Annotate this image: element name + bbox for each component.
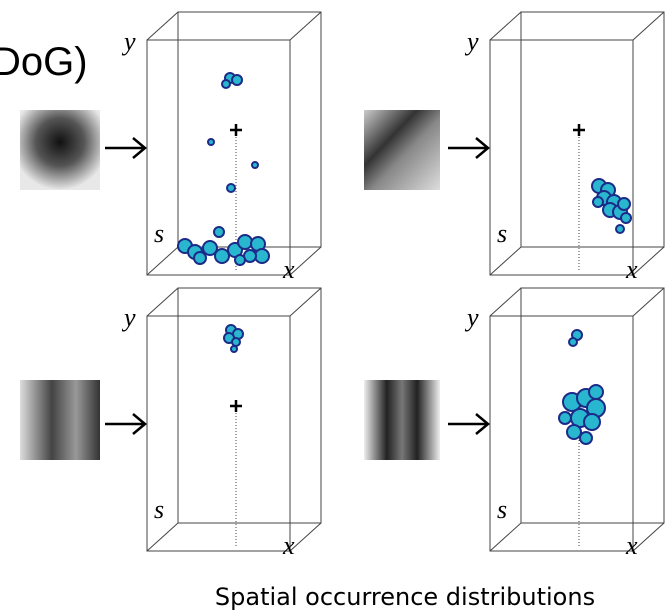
front-face bbox=[146, 39, 291, 276]
occurrence bbox=[234, 254, 246, 266]
edge bbox=[146, 287, 179, 317]
edge bbox=[489, 11, 522, 41]
edge bbox=[489, 522, 522, 552]
edge bbox=[289, 11, 322, 41]
x-axis-label: x bbox=[625, 531, 638, 560]
occurrence bbox=[579, 431, 593, 445]
patch bbox=[364, 110, 440, 190]
occurrence bbox=[566, 424, 582, 440]
x-axis-label: x bbox=[625, 255, 638, 284]
front-face bbox=[489, 315, 634, 552]
occurrence bbox=[230, 345, 238, 353]
occurrence bbox=[237, 234, 253, 250]
caption: Spatial occurrence distributions bbox=[215, 583, 595, 611]
s-axis-label: s bbox=[154, 495, 164, 524]
occurrence bbox=[231, 337, 241, 347]
occurrence bbox=[588, 384, 604, 400]
y-axis-label: y bbox=[121, 27, 136, 56]
origin-marker bbox=[230, 400, 242, 412]
front-face bbox=[146, 315, 291, 552]
edge bbox=[632, 246, 665, 276]
back-face bbox=[520, 287, 665, 524]
back-face bbox=[177, 11, 322, 248]
edge bbox=[489, 246, 522, 276]
occurrence bbox=[568, 337, 578, 347]
back-face bbox=[177, 287, 322, 524]
edge bbox=[146, 246, 179, 276]
occurrence bbox=[617, 197, 631, 211]
occurrence bbox=[193, 251, 207, 265]
edge bbox=[289, 246, 322, 276]
x-axis-label: x bbox=[282, 531, 295, 560]
arrow bbox=[105, 413, 147, 435]
occurrence bbox=[592, 196, 604, 208]
edge bbox=[489, 287, 522, 317]
occurrence bbox=[214, 248, 230, 264]
occurrence bbox=[558, 411, 572, 425]
occurrence bbox=[202, 240, 218, 256]
edge bbox=[289, 287, 322, 317]
patch bbox=[20, 380, 100, 460]
front-face bbox=[489, 39, 634, 276]
origin-marker bbox=[230, 124, 242, 136]
x-axis-label: x bbox=[282, 255, 295, 284]
occurrence bbox=[231, 74, 243, 86]
edge bbox=[632, 11, 665, 41]
occurrence bbox=[226, 183, 236, 193]
occurrence bbox=[221, 79, 231, 89]
s-axis-label: s bbox=[497, 495, 507, 524]
occurrence bbox=[620, 212, 632, 224]
patch bbox=[364, 380, 440, 460]
arrow bbox=[448, 137, 490, 159]
patch bbox=[20, 110, 100, 190]
arrow bbox=[448, 413, 490, 435]
occurrence bbox=[207, 138, 215, 146]
edge bbox=[632, 287, 665, 317]
origin-marker bbox=[573, 124, 585, 136]
edge bbox=[632, 522, 665, 552]
header-fragment: DoG) bbox=[0, 40, 88, 84]
y-axis-label: y bbox=[464, 27, 479, 56]
occurrence bbox=[251, 161, 259, 169]
occurrence bbox=[213, 226, 225, 238]
occurrence bbox=[615, 224, 625, 234]
y-axis-label: y bbox=[121, 303, 136, 332]
y-axis-label: y bbox=[464, 303, 479, 332]
occurrence bbox=[583, 413, 601, 431]
edge bbox=[146, 11, 179, 41]
occurrence bbox=[254, 248, 270, 264]
arrow bbox=[105, 137, 147, 159]
s-axis-label: s bbox=[154, 219, 164, 248]
s-axis-label: s bbox=[497, 219, 507, 248]
back-face bbox=[520, 11, 665, 248]
edge bbox=[289, 522, 322, 552]
edge bbox=[146, 522, 179, 552]
